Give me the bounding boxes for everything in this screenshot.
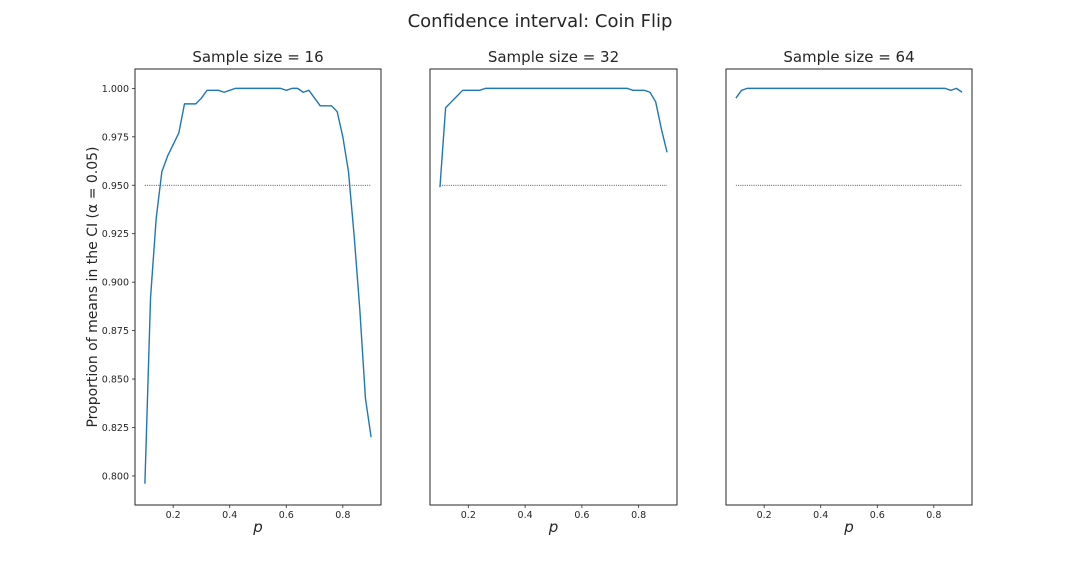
panel-sample-size-16: Sample size = 16 p 0.2 0.4 0.6 0.8 0.800 0.82… xyxy=(102,48,382,536)
y-tick-label: 0.925 xyxy=(102,229,129,240)
y-tick-label: 1.000 xyxy=(102,84,129,95)
coverage-series-line xyxy=(439,87,668,188)
plot-frame xyxy=(134,68,382,506)
x-tick-label: 0.4 xyxy=(813,510,828,521)
x-tick-label: 0.2 xyxy=(166,510,181,521)
y-tick-label: 0.825 xyxy=(102,423,129,434)
y-tick-label: 0.900 xyxy=(102,278,129,289)
figure-title: Confidence interval: Coin Flip xyxy=(408,11,673,32)
coverage-series-line xyxy=(144,87,372,484)
x-tick-label: 0.6 xyxy=(574,510,589,521)
coverage-series-line xyxy=(735,87,963,99)
x-axis-label: p xyxy=(548,518,559,536)
x-tick-label: 0.2 xyxy=(757,510,772,521)
x-axis-label: p xyxy=(843,518,854,536)
x-tick-label: 0.4 xyxy=(222,510,237,521)
y-tick-label: 0.850 xyxy=(102,375,129,386)
x-tick-label: 0.8 xyxy=(335,510,350,521)
x-tick-label: 0.8 xyxy=(926,510,941,521)
y-tick-label: 0.975 xyxy=(102,132,129,143)
panel-sample-size-32: Sample size = 32 p 0.2 0.4 0.6 0.8 xyxy=(429,48,678,536)
x-tick-label: 0.6 xyxy=(870,510,885,521)
plot-frame xyxy=(429,68,678,506)
panel-title: Sample size = 32 xyxy=(488,48,619,66)
y-tick-label: 0.875 xyxy=(102,326,129,337)
panel-title: Sample size = 16 xyxy=(192,48,323,66)
x-tick-label: 0.4 xyxy=(518,510,533,521)
x-tick-label: 0.8 xyxy=(631,510,646,521)
y-tick-label: 0.950 xyxy=(102,181,129,192)
x-tick-label: 0.2 xyxy=(461,510,476,521)
y-tick-label: 0.800 xyxy=(102,471,129,482)
plot-frame xyxy=(725,68,973,506)
panel-title: Sample size = 64 xyxy=(783,48,914,66)
x-axis-label: p xyxy=(252,518,263,536)
panel-sample-size-64: Sample size = 64 p 0.2 0.4 0.6 0.8 xyxy=(725,48,973,536)
x-tick-label: 0.6 xyxy=(279,510,294,521)
y-axis-label: Proportion of means in the CI (α = 0.05) xyxy=(85,146,101,427)
